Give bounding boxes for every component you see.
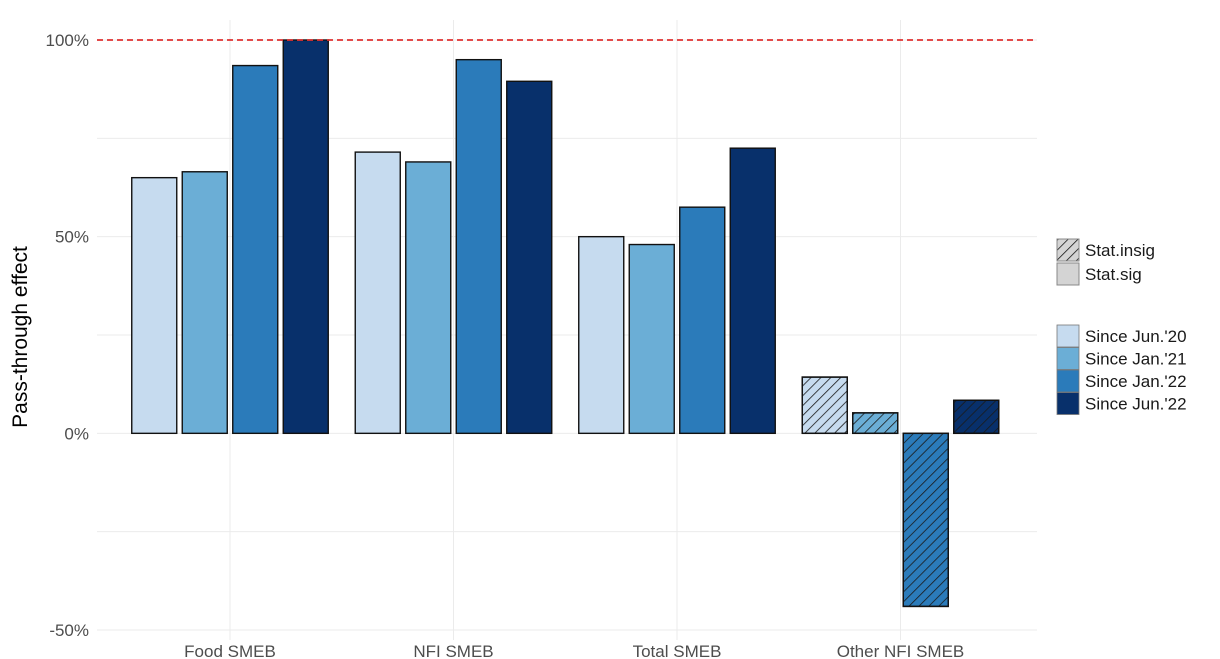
legend-label: Since Jan.'22	[1085, 372, 1187, 391]
bar	[455, 58, 502, 435]
legend-key-series	[1056, 347, 1080, 370]
x-tick-label: NFI SMEB	[413, 642, 493, 659]
bar	[679, 206, 726, 435]
bar-hatch	[953, 399, 1000, 435]
bar	[578, 235, 625, 435]
bar	[181, 171, 228, 435]
bar-hatch	[852, 412, 899, 435]
y-axis: -50% 0% 50% 100%	[46, 31, 89, 640]
legend: Stat.insig Stat.sig Since Jun.'20 Since Jan…	[1056, 238, 1187, 415]
legend-key-series	[1056, 369, 1080, 393]
y-tick-label: 100%	[46, 31, 89, 50]
bar-hatch	[902, 432, 949, 608]
bar	[506, 80, 553, 435]
bar	[405, 161, 452, 435]
y-tick-label: 50%	[55, 228, 89, 247]
y-tick-label: -50%	[49, 621, 89, 640]
bar	[628, 243, 675, 435]
bar	[354, 151, 401, 435]
legend-label: Stat.sig	[1085, 265, 1142, 284]
x-tick-label: Food SMEB	[184, 642, 276, 659]
legend-key-series	[1056, 392, 1080, 415]
bars	[131, 39, 1000, 608]
bar	[282, 39, 329, 435]
legend-label: Since Jun.'22	[1085, 395, 1187, 414]
y-tick-label: 0%	[64, 424, 89, 443]
bar	[131, 176, 178, 435]
bar-hatch	[801, 376, 848, 435]
x-tick-label: Total SMEB	[633, 642, 722, 659]
legend-label: Since Jan.'21	[1085, 350, 1187, 369]
legend-key-series	[1056, 324, 1080, 348]
legend-label: Since Jun.'20	[1085, 327, 1187, 346]
x-tick-label: Other NFI SMEB	[837, 642, 965, 659]
legend-key-hatch	[1056, 238, 1080, 262]
legend-label: Stat.insig	[1085, 241, 1155, 260]
bar	[232, 64, 279, 435]
y-axis-title: Pass-through effect	[9, 246, 32, 428]
x-axis: Food SMEB NFI SMEB Total SMEB Other NFI SME…	[184, 642, 964, 659]
bar	[729, 147, 776, 435]
legend-key-significance	[1056, 262, 1080, 286]
